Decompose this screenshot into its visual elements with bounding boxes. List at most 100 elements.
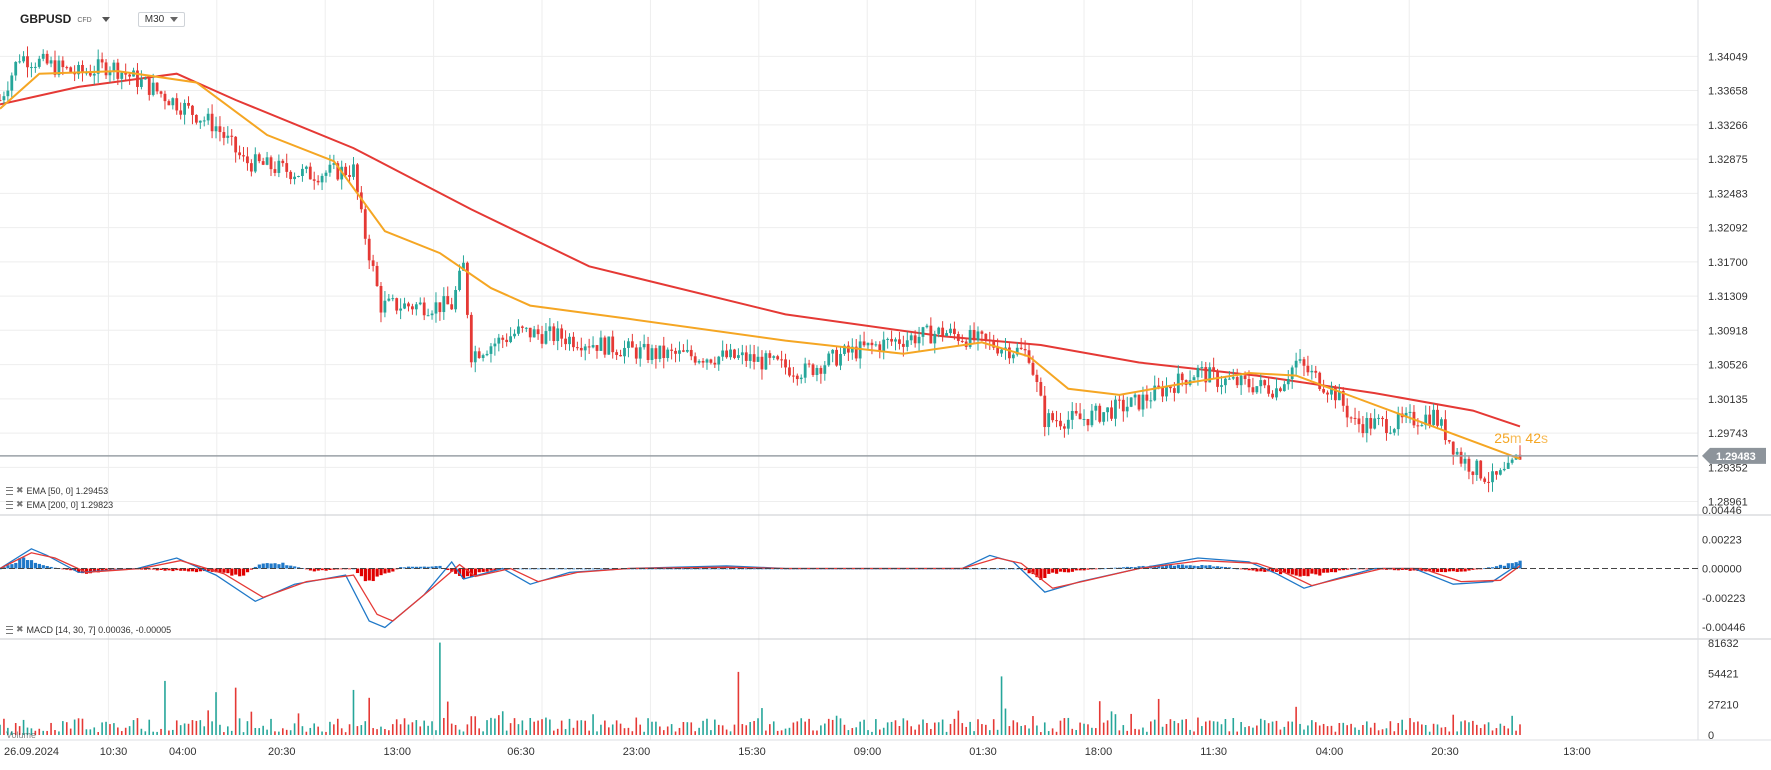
candle-body bbox=[1023, 348, 1027, 351]
volume-bar bbox=[1075, 730, 1077, 735]
volume-bar bbox=[403, 718, 406, 735]
volume-bar bbox=[1095, 728, 1097, 735]
volume-bar bbox=[914, 729, 916, 735]
volume-bar bbox=[545, 717, 547, 735]
settings-icon[interactable] bbox=[6, 625, 13, 634]
volume-bar bbox=[1318, 725, 1321, 735]
macd-histogram-bar bbox=[1502, 565, 1506, 569]
macd-histogram-bar bbox=[1074, 568, 1078, 571]
macd-histogram-bar bbox=[489, 568, 493, 571]
candle-body bbox=[1381, 417, 1384, 420]
volume-tick-label: 81632 bbox=[1708, 638, 1739, 650]
candle-body bbox=[780, 359, 784, 361]
candle-body bbox=[1404, 412, 1408, 418]
volume-bar bbox=[682, 722, 685, 735]
volume-bar bbox=[1448, 731, 1451, 735]
volume-bar bbox=[772, 721, 775, 735]
macd-histogram-bar bbox=[163, 568, 167, 571]
macd-histogram-bar bbox=[418, 566, 422, 569]
candle-body bbox=[846, 345, 850, 353]
candle-body bbox=[587, 346, 591, 348]
candle-body bbox=[418, 302, 422, 305]
macd-histogram-bar bbox=[654, 568, 658, 570]
macd-histogram-bar bbox=[175, 568, 179, 571]
volume-bar bbox=[3, 718, 5, 735]
time-tick-label: 13:00 bbox=[384, 746, 412, 758]
macd-histogram-bar bbox=[206, 568, 210, 572]
candle-body bbox=[387, 298, 391, 301]
volume-bar bbox=[1150, 721, 1152, 735]
volume-bar bbox=[792, 722, 795, 735]
macd-tick-label: 0.00446 bbox=[1702, 505, 1742, 517]
volume-bar bbox=[1295, 706, 1297, 735]
volume-bar bbox=[1279, 729, 1282, 735]
timeframe-select[interactable]: M30 bbox=[137, 11, 186, 27]
close-icon[interactable]: ✖ bbox=[16, 624, 24, 634]
candle-body bbox=[1062, 426, 1066, 429]
close-icon[interactable]: ✖ bbox=[16, 499, 24, 509]
volume-bar bbox=[215, 692, 217, 735]
candle-body bbox=[968, 329, 972, 347]
macd-tick-label: 0.00223 bbox=[1702, 534, 1742, 546]
candle-body bbox=[1463, 458, 1467, 464]
candle-body bbox=[1271, 393, 1274, 398]
volume-bar bbox=[309, 727, 312, 735]
volume-bar bbox=[698, 727, 700, 735]
candle-body bbox=[835, 349, 838, 366]
candle-body bbox=[1078, 413, 1082, 420]
macd-histogram-bar bbox=[1239, 568, 1243, 570]
volume-bar bbox=[1366, 721, 1368, 735]
volume-bar bbox=[313, 723, 316, 735]
countdown-sec-unit: s bbox=[1541, 430, 1548, 446]
volume-bar bbox=[1456, 731, 1458, 735]
chevron-down-icon bbox=[170, 16, 179, 22]
candle-body bbox=[399, 308, 403, 311]
settings-icon[interactable] bbox=[6, 500, 13, 509]
countdown-minutes: 25 bbox=[1494, 430, 1510, 446]
candle-body bbox=[646, 343, 650, 360]
volume-bar bbox=[14, 723, 17, 735]
candle-body bbox=[890, 338, 893, 342]
volume-bar bbox=[152, 731, 154, 735]
macd-histogram-bar bbox=[143, 568, 148, 570]
volume-bar bbox=[957, 710, 960, 735]
candle-body bbox=[1011, 354, 1015, 359]
candle-body bbox=[450, 304, 454, 310]
volume-bar bbox=[30, 728, 33, 735]
candle-body bbox=[1436, 409, 1439, 426]
volume-bar bbox=[631, 731, 634, 735]
candle-body bbox=[1216, 371, 1219, 387]
macd-histogram-bar bbox=[308, 568, 312, 571]
macd-histogram-bar bbox=[1043, 568, 1047, 579]
macd-histogram-bar bbox=[1227, 567, 1232, 569]
volume-bar bbox=[344, 732, 347, 735]
volume-bar bbox=[97, 732, 99, 735]
macd-histogram-bar bbox=[434, 566, 438, 569]
candle-body bbox=[210, 113, 214, 132]
volume-bar bbox=[446, 701, 449, 735]
candle-body bbox=[807, 363, 811, 365]
macd-histogram-bar bbox=[245, 568, 250, 573]
settings-icon[interactable] bbox=[6, 486, 13, 495]
volume-bar bbox=[376, 729, 378, 735]
candle-body bbox=[572, 336, 575, 348]
candle-body bbox=[1498, 470, 1502, 475]
volume-bar bbox=[380, 726, 382, 735]
volume-bar bbox=[132, 720, 135, 735]
volume-bar bbox=[513, 718, 516, 735]
candle-body bbox=[1377, 417, 1381, 419]
volume-bar bbox=[977, 719, 979, 735]
candle-body bbox=[717, 356, 721, 365]
volume-bar bbox=[1475, 724, 1478, 735]
volume-bar bbox=[694, 731, 696, 735]
volume-bar bbox=[1487, 722, 1490, 735]
volume-bar bbox=[627, 727, 630, 735]
volume-bar bbox=[988, 730, 991, 735]
macd-histogram-bar bbox=[1314, 568, 1318, 575]
volume-bar bbox=[1102, 722, 1105, 735]
candle-body bbox=[701, 360, 705, 363]
volume-bar bbox=[937, 722, 940, 735]
close-icon[interactable]: ✖ bbox=[16, 485, 24, 495]
symbol-dropdown-icon[interactable] bbox=[101, 16, 110, 22]
